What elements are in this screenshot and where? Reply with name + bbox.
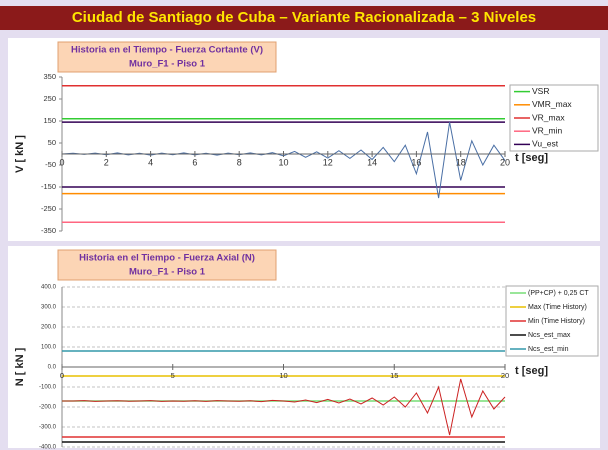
slide-title: Ciudad de Santiago de Cuba – Variante Ra… — [72, 9, 536, 26]
y-tick-label: -350 — [41, 226, 56, 235]
legend-label: Min (Time History) — [528, 318, 585, 325]
x-tick-label: 15 — [390, 371, 398, 380]
y-tick-label: 0.0 — [48, 365, 57, 371]
title-bar — [0, 6, 608, 30]
legend-label: (PP+CP) + 0,25 CT — [528, 290, 589, 297]
legend-label: VSR — [532, 86, 549, 96]
y-tick-label: -150 — [41, 182, 56, 191]
y-tick-label: 350 — [43, 72, 56, 81]
x-tick-label: 20 — [501, 371, 509, 380]
x-tick-label: 10 — [278, 157, 288, 167]
legend-label: VR_min — [532, 125, 563, 135]
x-tick-label: 8 — [237, 157, 242, 167]
x-axis-label: t [seg] — [515, 152, 548, 164]
legend-label: Ncs_est_min — [528, 346, 569, 353]
chart-subtitle: Muro_F1 - Piso 1 — [129, 59, 206, 70]
legend-label: Ncs_est_max — [528, 332, 571, 339]
y-tick-label: 150 — [43, 116, 56, 125]
x-tick-label: 0 — [59, 157, 64, 167]
x-tick-label: 18 — [456, 157, 466, 167]
y-tick-label: -50 — [45, 160, 56, 169]
chart-subtitle: Muro_F1 - Piso 1 — [129, 267, 206, 278]
chart-title: Historia en el Tiempo - Fuerza Cortante … — [71, 45, 263, 56]
x-tick-label: 12 — [323, 157, 333, 167]
y-tick-label: 50 — [48, 138, 56, 147]
y-tick-label: -100.0 — [39, 385, 57, 391]
x-tick-label: 2 — [104, 157, 109, 167]
y-tick-label: 250 — [43, 94, 56, 103]
signal-line — [62, 378, 506, 436]
legend-label: Vu_est — [532, 139, 559, 149]
y-axis-label: N [ kN ] — [14, 347, 26, 386]
x-tick-label: 6 — [192, 157, 197, 167]
legend-label: Max (Time History) — [528, 304, 587, 311]
y-tick-label: -250 — [41, 204, 56, 213]
title-box — [57, 249, 277, 281]
y-tick-label: 200.0 — [41, 325, 57, 331]
legend-label: VMR_max — [532, 99, 572, 109]
x-tick-label: 0 — [60, 371, 64, 380]
y-tick-label: -200.0 — [39, 405, 57, 411]
legend-label: VR_max — [532, 112, 565, 122]
x-tick-label: 16 — [411, 157, 421, 167]
chart-title: Historia en el Tiempo - Fuerza Axial (N) — [79, 253, 255, 264]
y-axis-label: V [ kN ] — [14, 135, 26, 173]
y-tick-label: -400.0 — [39, 445, 57, 450]
y-tick-label: 300.0 — [41, 305, 57, 311]
x-tick-label: 20 — [500, 157, 510, 167]
x-tick-label: 4 — [148, 157, 153, 167]
x-tick-label: 14 — [367, 157, 377, 167]
y-tick-label: -300.0 — [39, 425, 57, 431]
y-tick-label: 100.0 — [41, 345, 57, 351]
title-box — [57, 41, 277, 73]
x-tick-label: 5 — [171, 371, 175, 380]
y-tick-label: 400.0 — [41, 285, 57, 291]
x-tick-label: 10 — [279, 371, 287, 380]
x-axis-label: t [seg] — [515, 365, 548, 377]
